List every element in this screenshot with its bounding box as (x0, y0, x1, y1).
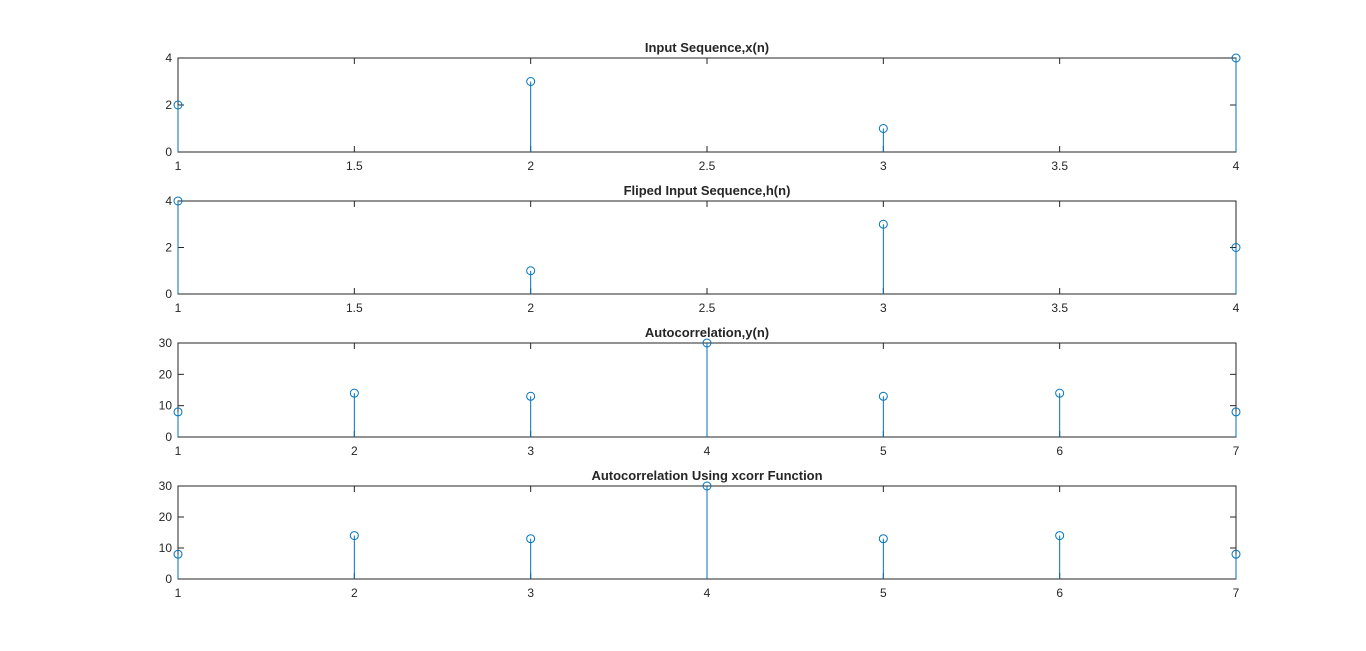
x-tick-label: 3.5 (1051, 159, 1068, 173)
y-tick-label: 10 (159, 541, 173, 555)
stem-marker (702, 338, 712, 348)
x-tick-label: 3 (527, 444, 534, 458)
y-tick-label: 10 (159, 399, 173, 413)
y-tick-label: 30 (159, 336, 173, 350)
stem-marker (526, 534, 536, 544)
y-tick-label: 0 (165, 572, 172, 586)
axes-box (177, 57, 1237, 153)
axes-box (177, 200, 1237, 295)
x-tick-label: 3 (527, 586, 534, 600)
subplot-4: Autocorrelation Using xcorr Function 1 2 3 4… (159, 468, 1241, 600)
x-tick-label: 7 (1233, 444, 1240, 458)
stem-marker (349, 388, 359, 398)
x-tick-label: 5 (880, 444, 887, 458)
stem-marker (1231, 53, 1241, 63)
x-tick-label: 1.5 (346, 159, 363, 173)
stem-marker (702, 481, 712, 491)
x-tick-label: 1 (175, 444, 182, 458)
subplot-3: Autocorrelation,y(n) 1 2 3 4 5 6 7 0 10 20 30 (159, 325, 1241, 458)
stem-marker (349, 531, 359, 541)
x-tick-label: 3 (880, 159, 887, 173)
x-tick-label: 1.5 (346, 301, 363, 315)
stem-marker (1231, 243, 1241, 252)
x-tick-label: 1 (175, 301, 182, 315)
stem-marker (526, 266, 536, 276)
x-tick-label: 1 (175, 586, 182, 600)
subplot-title: Fliped Input Sequence,h(n) (624, 183, 791, 198)
x-tick-label: 6 (1056, 444, 1063, 458)
y-tick-label: 30 (159, 479, 173, 493)
subplot-title: Input Sequence,x(n) (645, 40, 769, 55)
y-tick-label: 20 (159, 367, 173, 381)
y-tick-label: 4 (165, 194, 172, 208)
stem-marker (878, 391, 888, 401)
stem-marker (173, 196, 183, 206)
x-tick-label: 2 (351, 444, 358, 458)
x-tick-label: 7 (1233, 586, 1240, 600)
x-tick-label: 6 (1056, 586, 1063, 600)
stem-marker (878, 219, 888, 229)
subplot-title: Autocorrelation,y(n) (645, 325, 769, 340)
y-tick-label: 2 (165, 241, 172, 255)
x-tick-label: 5 (880, 586, 887, 600)
x-tick-label: 2.5 (699, 159, 716, 173)
stem-marker (173, 407, 183, 417)
x-tick-label: 1 (175, 159, 182, 173)
stem-marker (1231, 407, 1241, 417)
stem-marker (526, 77, 536, 86)
x-tick-label: 4 (704, 444, 711, 458)
y-tick-label: 2 (165, 98, 172, 112)
stem-marker (1055, 531, 1065, 541)
x-tick-label: 2.5 (699, 301, 716, 315)
subplot-2: Fliped Input Sequence,h(n) 1 1.5 2 2.5 3 3.5 4 0… (165, 183, 1241, 315)
stem-marker (1231, 549, 1241, 559)
stem-marker (1055, 388, 1065, 398)
y-tick-label: 4 (165, 51, 172, 65)
x-tick-label: 4 (1233, 159, 1240, 173)
stem-marker (878, 124, 888, 133)
stem-marker (878, 534, 888, 544)
x-tick-label: 4 (1233, 301, 1240, 315)
x-tick-label: 4 (704, 586, 711, 600)
subplot-title: Autocorrelation Using xcorr Function (591, 468, 822, 483)
x-tick-label: 2 (527, 159, 534, 173)
y-tick-label: 20 (159, 510, 173, 524)
subplot-1: Input Sequence,x(n) 1 1.5 2 2.5 3 3.5 4 0 2 4 (165, 40, 1241, 173)
x-tick-label: 2 (527, 301, 534, 315)
x-tick-label: 2 (351, 586, 358, 600)
y-tick-label: 0 (165, 430, 172, 444)
y-tick-label: 0 (165, 145, 172, 159)
stem-marker (173, 549, 183, 559)
stem-marker (526, 391, 536, 401)
x-tick-label: 3.5 (1051, 301, 1068, 315)
y-tick-label: 0 (165, 287, 172, 301)
stem-marker (173, 100, 183, 110)
x-tick-label: 3 (880, 301, 887, 315)
